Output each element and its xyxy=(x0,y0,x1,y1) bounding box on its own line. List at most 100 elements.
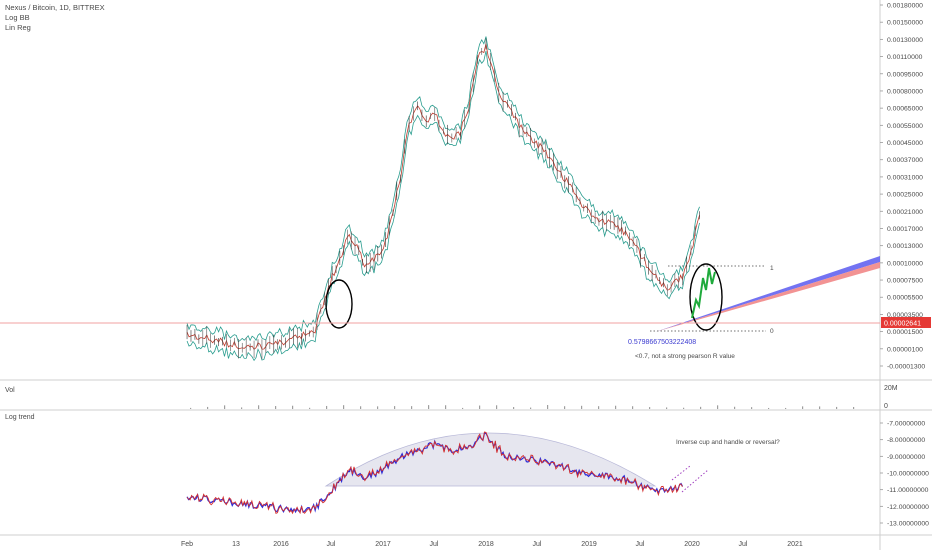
volume-bar xyxy=(768,407,770,409)
bb-mid-line xyxy=(186,43,700,350)
volume-bar xyxy=(513,407,515,409)
indicator-log-bb: Log BB xyxy=(5,13,30,22)
volume-bar xyxy=(394,406,396,409)
price-tick-label: 0.00180000 xyxy=(887,3,923,10)
volume-bar xyxy=(309,407,311,409)
time-tick-label: 2018 xyxy=(478,541,494,548)
volume-bar xyxy=(258,405,260,409)
price-tick-label: 0.00045000 xyxy=(887,140,923,147)
regression-lower-band xyxy=(655,262,880,332)
time-tick-label: 2017 xyxy=(375,541,391,548)
volume-bar xyxy=(445,405,447,409)
highlight-ellipse-2020 xyxy=(689,263,723,331)
volume-bar xyxy=(428,405,430,409)
price-tick-label: 0.00031000 xyxy=(887,174,923,181)
price-tick-label: 0.00010000 xyxy=(887,260,923,267)
regression-upper-band xyxy=(655,256,880,332)
volume-bar xyxy=(649,407,651,409)
indicator-lin-reg: Lin Reg xyxy=(5,23,31,32)
price-tick-label: 0.00021000 xyxy=(887,209,923,216)
time-tick-label: Jul xyxy=(636,541,645,548)
volume-bar xyxy=(581,405,583,409)
log-trend-red-line xyxy=(186,431,683,515)
volume-bar xyxy=(462,407,464,409)
volume-bar xyxy=(190,407,192,409)
volume-bar xyxy=(853,406,855,409)
green-rally-bars xyxy=(691,267,716,319)
vol-tick-0: 0 xyxy=(884,403,888,410)
price-tick-label: 0.00037000 xyxy=(887,157,923,164)
volume-bar xyxy=(836,406,838,409)
volume-bar xyxy=(275,406,277,409)
price-tick-label: 0.00001500 xyxy=(887,329,923,336)
volume-bar xyxy=(734,406,736,409)
time-tick-label: Feb xyxy=(181,541,193,548)
volume-bar xyxy=(547,405,549,409)
price-tick-label: -0.00001300 xyxy=(887,364,925,371)
time-tick-label: 2016 xyxy=(273,541,289,548)
volume-bar xyxy=(411,406,413,409)
volume-bar xyxy=(326,405,328,409)
volume-bar xyxy=(530,407,532,409)
bb-upper-line xyxy=(186,36,700,343)
volume-bar xyxy=(785,407,787,409)
trend-tick-label: -9.00000000 xyxy=(887,454,925,461)
price-tick-label: 0.00005500 xyxy=(887,295,923,302)
time-tick-label: 2021 xyxy=(787,541,803,548)
volume-bar xyxy=(717,405,719,409)
trend-tick-label: -11.00000000 xyxy=(887,487,929,494)
price-tick-label: 0.00003500 xyxy=(887,312,923,319)
trend-projection-lower xyxy=(681,469,709,493)
volume-bar xyxy=(666,407,668,409)
price-tick-label: 0.00065000 xyxy=(887,106,923,113)
volume-pane xyxy=(190,405,855,409)
price-tick-label: 0.00013000 xyxy=(887,243,923,250)
current-price-tag xyxy=(881,317,931,328)
time-axis: Feb 13 2016 Jul 2017 Jul 2018 Jul 2019 Jul 2020 Jul… xyxy=(181,541,803,548)
volume-bar xyxy=(479,405,481,409)
price-axis: 0.00180000 0.00150000 0.00130000 0.00110000… xyxy=(880,3,925,371)
trend-tick-label: -8.00000000 xyxy=(887,437,925,444)
time-tick-label: Jul xyxy=(739,541,748,548)
volume-bar xyxy=(683,407,685,409)
trend-projection-upper xyxy=(671,465,691,481)
volume-bar xyxy=(241,407,243,409)
current-price-value: 0.00002641 xyxy=(884,321,921,328)
bb-lower-line xyxy=(186,50,700,362)
pearson-note-label: <0.7, not a strong pearson R value xyxy=(635,353,735,360)
fib-level-0: 0 xyxy=(770,328,774,335)
regression-channel xyxy=(655,256,880,332)
volume-bar xyxy=(564,406,566,409)
price-tick-label: 0.00000100 xyxy=(887,346,923,353)
pattern-note-label: Inverse cup and handle or reversal? xyxy=(676,439,780,446)
volume-bar xyxy=(751,407,753,409)
price-tick-label: 0.00025000 xyxy=(887,192,923,199)
price-tick-label: 0.00080000 xyxy=(887,88,923,95)
time-tick-label: Jul xyxy=(430,541,439,548)
time-tick-label: 13 xyxy=(232,541,240,548)
volume-bar xyxy=(360,406,362,409)
time-tick-label: 2020 xyxy=(684,541,700,548)
volume-bar xyxy=(802,406,804,409)
chart-title: Nexus / Bitcoin, 1D, BITTREX xyxy=(5,3,105,12)
highlight-ellipse-2016 xyxy=(325,279,353,329)
time-tick-label: Jul xyxy=(327,541,336,548)
trend-tick-label: -10.00000000 xyxy=(887,471,929,478)
vol-pane-label: Vol xyxy=(5,387,15,394)
price-tick-label: 0.00150000 xyxy=(887,20,923,27)
volume-bar xyxy=(632,406,634,409)
price-tick-label: 0.00017000 xyxy=(887,226,923,233)
pearson-value-label: 0.5798667503222408 xyxy=(628,339,696,346)
fib-level-1: 1 xyxy=(770,265,774,272)
volume-bar xyxy=(377,406,379,409)
volume-bar xyxy=(343,405,345,409)
vol-tick-20m: 20M xyxy=(884,385,898,392)
volume-bar xyxy=(615,405,617,409)
price-tick-label: 0.00110000 xyxy=(887,54,923,61)
volume-bar xyxy=(819,406,821,409)
volume-bar xyxy=(292,405,294,409)
volume-bar xyxy=(700,406,702,409)
volume-bar xyxy=(224,405,226,409)
